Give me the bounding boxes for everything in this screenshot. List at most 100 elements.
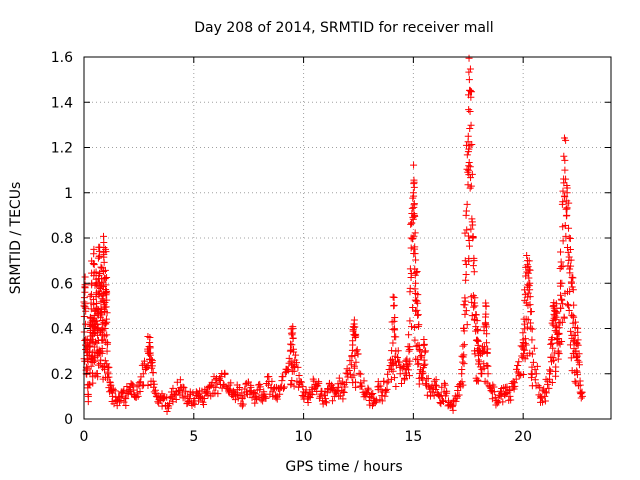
- data-point: [515, 358, 523, 366]
- data-point: [238, 395, 246, 403]
- data-point: [389, 339, 397, 347]
- data-point: [141, 357, 149, 365]
- data-point: [502, 390, 510, 398]
- data-point: [526, 293, 534, 301]
- data-point: [102, 320, 110, 328]
- data-point: [470, 257, 478, 265]
- data-point: [502, 383, 510, 391]
- data-point: [414, 299, 422, 307]
- data-point: [483, 349, 491, 357]
- data-point: [394, 354, 402, 362]
- data-point: [102, 315, 110, 323]
- data-point: [148, 358, 156, 366]
- data-point: [488, 395, 496, 403]
- data-point: [427, 388, 435, 396]
- data-point: [361, 388, 369, 396]
- data-point: [387, 375, 395, 383]
- data-point: [488, 388, 496, 396]
- data-point: [92, 299, 100, 307]
- data-point: [383, 385, 391, 393]
- data-point: [431, 381, 439, 389]
- data-point: [350, 371, 358, 379]
- data-point: [497, 392, 505, 400]
- data-point: [572, 347, 580, 355]
- data-point: [335, 374, 343, 382]
- data-point: [344, 370, 351, 378]
- data-point: [304, 398, 312, 406]
- data-point: [460, 341, 468, 349]
- data-point: [565, 234, 573, 242]
- data-point: [116, 393, 124, 401]
- data-point: [562, 136, 570, 144]
- data-point: [530, 344, 538, 352]
- data-point: [510, 379, 518, 387]
- data-point: [251, 392, 259, 400]
- data-point: [551, 327, 559, 335]
- data-point: [291, 356, 299, 364]
- data-point: [86, 381, 94, 389]
- data-point: [527, 324, 535, 332]
- data-point: [559, 223, 567, 231]
- data-point: [415, 380, 423, 388]
- data-point: [390, 301, 398, 309]
- data-point: [463, 200, 471, 208]
- data-point: [352, 383, 360, 391]
- data-point: [197, 394, 205, 402]
- data-point: [420, 340, 428, 348]
- data-point: [468, 170, 476, 178]
- data-point: [412, 269, 420, 277]
- data-point: [469, 233, 477, 241]
- data-point: [487, 387, 495, 395]
- data-point: [412, 342, 420, 350]
- data-point: [563, 211, 571, 219]
- data-point: [150, 388, 158, 396]
- data-point: [109, 392, 117, 400]
- data-point: [410, 211, 418, 219]
- data-point: [176, 376, 184, 384]
- data-point: [558, 296, 566, 304]
- data-point: [269, 388, 277, 396]
- y-tick-label: 1.6: [51, 50, 73, 66]
- data-point: [203, 388, 211, 396]
- data-point: [288, 341, 296, 349]
- data-point: [512, 375, 520, 383]
- data-point: [465, 68, 473, 76]
- data-point: [413, 268, 421, 276]
- data-point: [295, 383, 303, 391]
- data-point: [92, 338, 100, 346]
- data-point: [567, 256, 575, 264]
- data-point: [421, 360, 429, 368]
- data-point: [565, 199, 573, 207]
- data-point: [559, 187, 567, 195]
- data-point: [440, 388, 448, 396]
- data-point: [577, 394, 585, 402]
- data-point: [352, 358, 360, 366]
- data-point: [410, 178, 418, 186]
- data-point: [571, 318, 579, 326]
- data-point: [474, 377, 482, 385]
- data-point: [367, 393, 375, 401]
- data-point: [103, 309, 111, 317]
- data-point: [90, 260, 98, 268]
- data-point: [465, 54, 473, 62]
- data-point: [381, 392, 389, 400]
- data-point: [555, 330, 563, 338]
- data-point: [484, 370, 492, 378]
- data-point: [84, 392, 92, 400]
- data-point: [82, 335, 90, 343]
- data-point: [290, 367, 298, 375]
- data-point: [168, 392, 176, 400]
- data-point: [410, 161, 418, 169]
- data-point: [340, 388, 348, 396]
- data-point: [103, 331, 111, 339]
- data-point: [390, 294, 398, 302]
- data-point: [111, 387, 119, 395]
- data-point: [526, 279, 534, 287]
- data-point: [484, 362, 492, 370]
- data-point: [549, 344, 557, 352]
- data-point: [415, 321, 423, 329]
- data-point: [562, 232, 570, 240]
- data-point: [229, 392, 237, 400]
- data-point: [260, 390, 268, 398]
- data-point: [159, 395, 167, 403]
